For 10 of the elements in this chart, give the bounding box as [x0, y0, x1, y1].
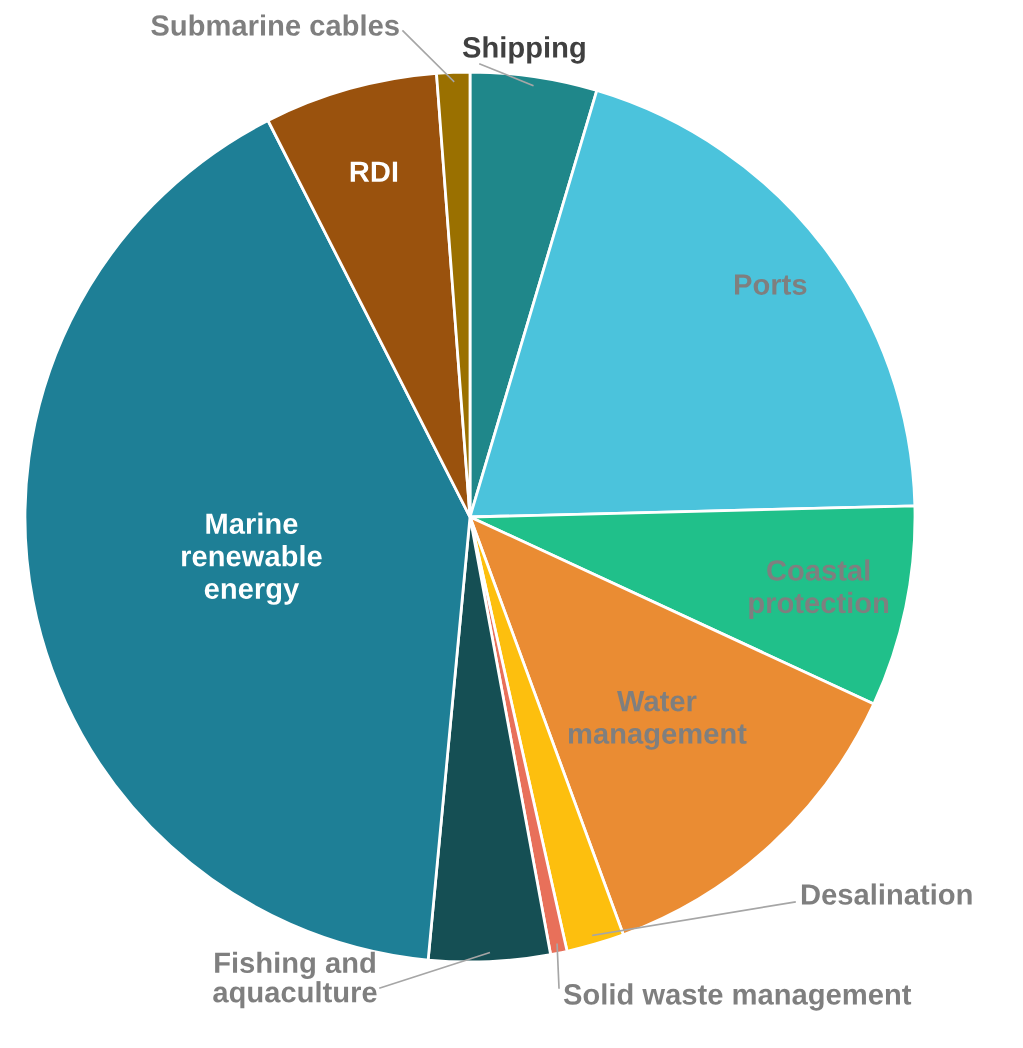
- slice-label: Fishing and aquaculture: [213, 951, 377, 1009]
- slice-label: Coastal protection: [749, 559, 889, 620]
- slice-label: Ports: [735, 274, 807, 295]
- slice-label: Marine renewable energy: [182, 512, 322, 605]
- slice-label: Shipping: [462, 36, 585, 64]
- slice-label: Desalination: [801, 883, 972, 905]
- slice-label: Solid waste management: [563, 983, 912, 1011]
- slice-label: RDI: [350, 161, 398, 182]
- slice-label: Water management: [568, 691, 747, 750]
- slice-label: Submarine cables: [151, 14, 399, 36]
